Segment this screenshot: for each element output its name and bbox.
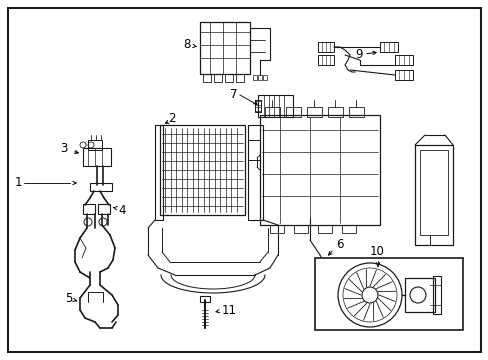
Bar bbox=[394, 55, 412, 65]
Bar bbox=[379, 42, 397, 52]
Bar bbox=[247, 125, 263, 220]
Bar bbox=[252, 75, 257, 80]
Text: 6: 6 bbox=[335, 238, 343, 252]
Bar bbox=[348, 107, 363, 117]
Bar bbox=[88, 140, 102, 150]
Bar bbox=[260, 115, 379, 225]
Bar bbox=[269, 225, 284, 233]
Bar bbox=[317, 42, 333, 52]
Bar bbox=[317, 265, 331, 274]
Bar bbox=[214, 74, 222, 82]
Bar bbox=[314, 258, 462, 330]
Bar bbox=[317, 55, 333, 65]
Bar bbox=[254, 101, 261, 105]
Bar bbox=[341, 225, 355, 233]
Bar bbox=[394, 70, 412, 80]
Text: 1: 1 bbox=[15, 176, 22, 189]
Text: 9: 9 bbox=[354, 49, 362, 62]
Bar bbox=[200, 296, 209, 302]
Text: 3: 3 bbox=[60, 141, 67, 154]
Bar bbox=[160, 125, 244, 215]
Bar bbox=[83, 148, 111, 166]
Bar bbox=[306, 107, 321, 117]
Bar bbox=[264, 107, 280, 117]
Bar bbox=[285, 107, 301, 117]
Bar bbox=[432, 276, 440, 314]
Bar bbox=[327, 107, 342, 117]
Bar bbox=[83, 204, 95, 214]
Text: 2: 2 bbox=[168, 112, 175, 125]
Bar bbox=[414, 145, 452, 245]
Bar bbox=[200, 22, 249, 74]
Bar bbox=[263, 75, 266, 80]
Bar bbox=[293, 225, 307, 233]
Bar bbox=[98, 204, 110, 214]
Bar bbox=[224, 74, 232, 82]
Bar bbox=[317, 225, 331, 233]
Bar bbox=[254, 100, 261, 112]
Text: 7: 7 bbox=[229, 89, 237, 102]
Bar bbox=[203, 74, 210, 82]
Bar bbox=[155, 125, 163, 220]
Text: 4: 4 bbox=[118, 203, 125, 216]
Text: 10: 10 bbox=[369, 245, 384, 258]
Text: 8: 8 bbox=[183, 39, 190, 51]
Bar bbox=[236, 74, 244, 82]
Bar bbox=[254, 107, 261, 111]
Bar bbox=[419, 150, 447, 235]
Bar bbox=[404, 278, 434, 312]
Bar bbox=[258, 75, 262, 80]
Bar bbox=[90, 183, 112, 191]
Text: 11: 11 bbox=[222, 303, 237, 316]
Bar bbox=[258, 95, 292, 117]
Text: 5: 5 bbox=[65, 292, 72, 305]
